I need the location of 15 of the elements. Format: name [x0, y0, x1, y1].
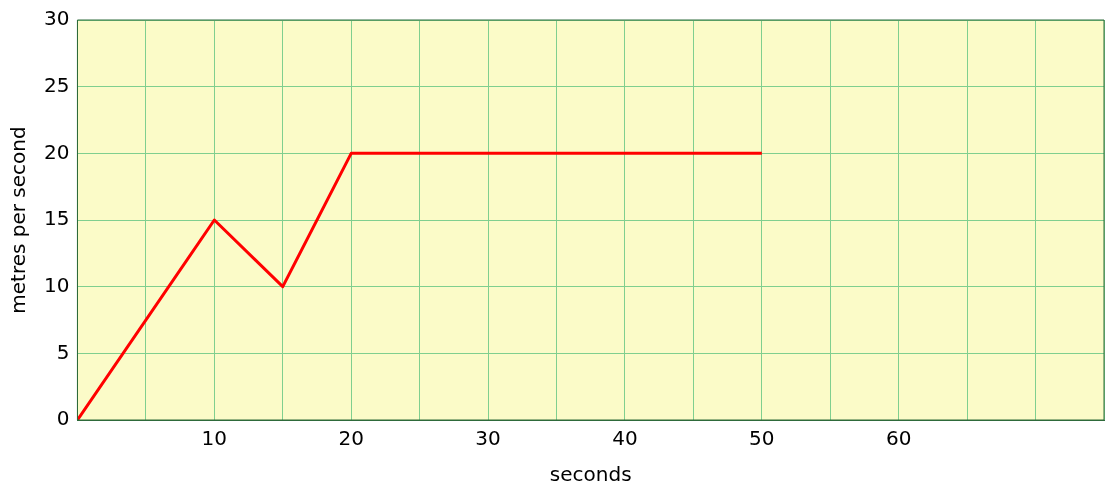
x-tick-label: 40 [612, 426, 638, 451]
y-tick-label: 30 [44, 6, 70, 31]
x-axis-title: seconds [549, 462, 632, 487]
x-tick-label: 30 [475, 426, 501, 451]
x-tick-label: 10 [201, 426, 228, 451]
y-axis-title: metres per second [6, 126, 31, 314]
y-tick-label: 5 [56, 339, 70, 364]
y-tick-label: 25 [44, 72, 70, 97]
y-tick-label: 20 [44, 139, 70, 164]
x-tick-label: 50 [749, 426, 775, 451]
y-tick-label: 0 [56, 406, 70, 431]
x-tick-label: 60 [885, 426, 912, 451]
y-tick-label: 10 [44, 272, 70, 297]
y-tick-label: 15 [44, 206, 70, 231]
x-tick-label: 20 [338, 426, 364, 451]
